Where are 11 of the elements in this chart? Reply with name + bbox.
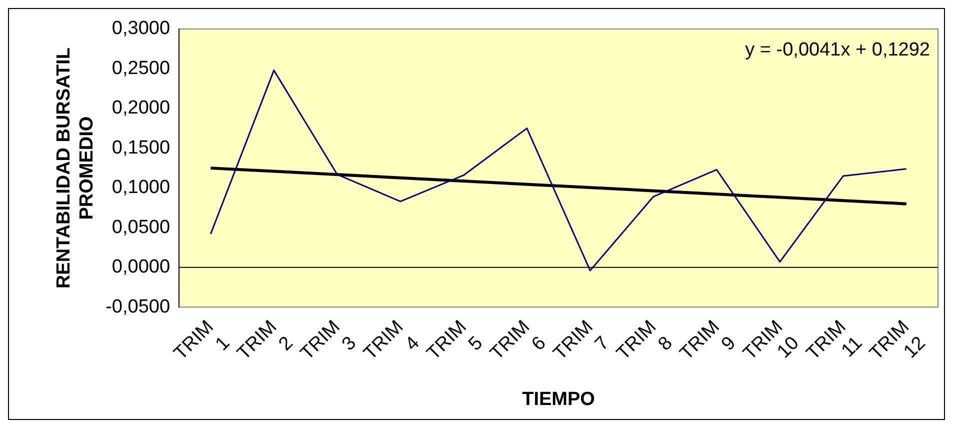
y-tick-label: 0,0000 <box>112 256 170 278</box>
y-tick-label: 0,0500 <box>112 216 170 238</box>
y-tick-label: 0,1500 <box>112 137 170 158</box>
y-tick-label: 0,1000 <box>112 177 170 198</box>
y-tick-label: 0,2000 <box>112 98 170 119</box>
x-axis-title: TIEMPO <box>522 388 595 410</box>
y-axis-title: RENTABILIDAD BURSATIL PROMEDIO <box>54 47 98 289</box>
y-tick-label: -0,0500 <box>106 296 170 318</box>
y-tick-label: 0,2500 <box>112 58 170 79</box>
y-tick-label: 0,3000 <box>112 18 170 40</box>
annotation: y = -0,0041x + 0,1292 <box>745 40 930 61</box>
